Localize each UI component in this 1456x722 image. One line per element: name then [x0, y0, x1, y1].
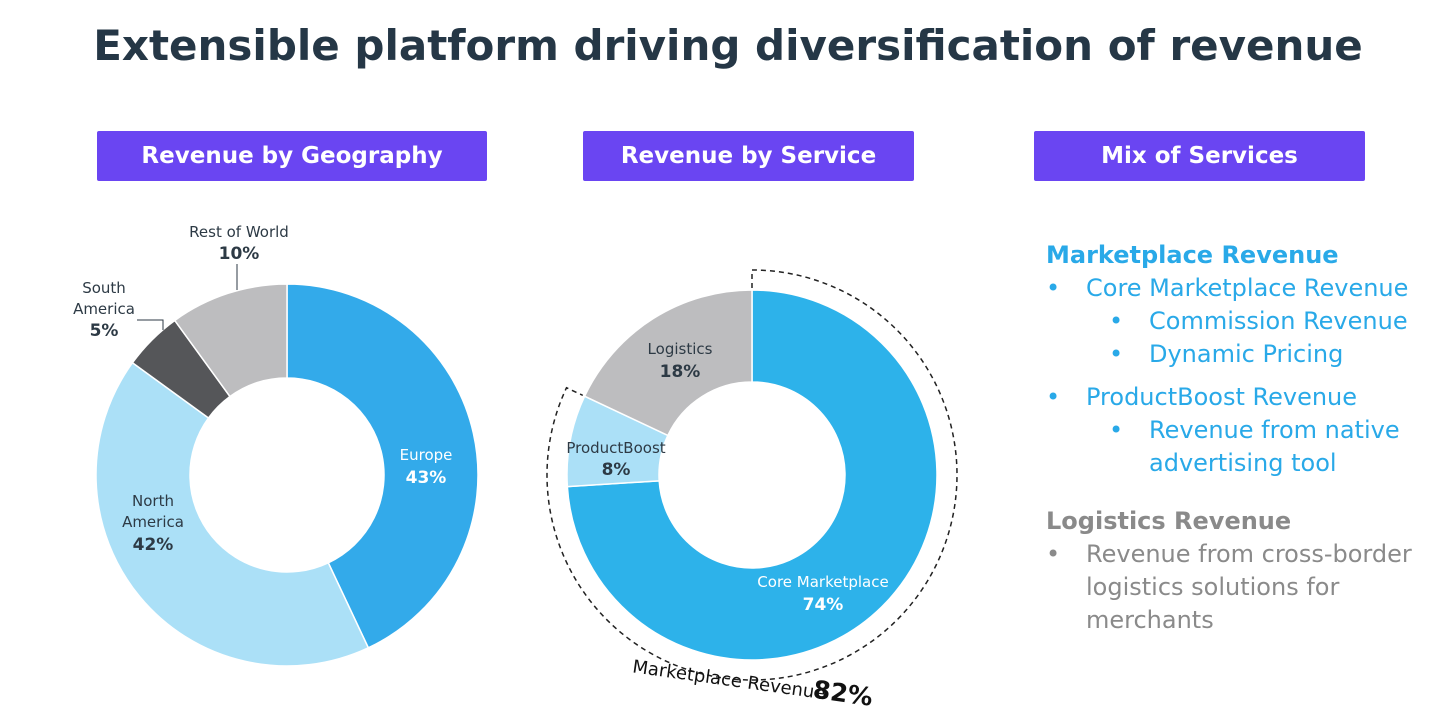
dynamic-pricing-text: Dynamic Pricing	[1149, 340, 1344, 368]
core-marketplace-slice	[566, 289, 938, 661]
native-advertising-text-line1: Revenue from native	[1149, 416, 1400, 444]
native-advertising-text-line2: advertising tool	[1149, 449, 1337, 477]
bullet: •	[1046, 540, 1061, 568]
bullet: •	[1109, 340, 1124, 368]
south-america-leader-line	[137, 319, 164, 330]
core-marketplace-revenue-text: Core Marketplace Revenue	[1086, 274, 1409, 302]
marketplace-revenue-value: 82%	[811, 675, 874, 712]
core-marketplace-revenue-item: • Core Marketplace Revenue	[1046, 272, 1446, 305]
logistics-desc-line2: logistics solutions for	[1086, 573, 1340, 601]
north-america-value: 42%	[133, 535, 174, 555]
logistics-slice	[583, 289, 753, 437]
europe-label: Europe	[400, 446, 453, 464]
rest-of-world-value: 10%	[219, 244, 260, 264]
logistics-label: Logistics	[648, 340, 713, 358]
service-header: Revenue by Service	[583, 131, 914, 181]
logistics-desc-line3: merchants	[1086, 606, 1214, 634]
bullet: •	[1109, 416, 1124, 444]
south-america-label-line1: South	[82, 279, 126, 297]
bullet: •	[1046, 383, 1061, 411]
logistics-desc-line1: Revenue from cross-border	[1086, 540, 1412, 568]
productboost-revenue-item: • ProductBoost Revenue	[1046, 381, 1446, 414]
south-america-value: 5%	[90, 321, 119, 341]
productboost-value: 8%	[602, 460, 631, 480]
core-marketplace-label: Core Marketplace	[757, 573, 888, 591]
productboost-revenue-text: ProductBoost Revenue	[1086, 383, 1358, 411]
geography-header: Revenue by Geography	[97, 131, 487, 181]
core-marketplace-value: 74%	[803, 595, 844, 615]
geography-labels: Rest of World 10% South America 5% Europ…	[73, 223, 452, 555]
mix-header: Mix of Services	[1034, 131, 1365, 181]
south-america-label-line2: America	[73, 300, 135, 318]
commission-revenue-item: • Commission Revenue	[1046, 305, 1446, 338]
europe-slice	[286, 283, 479, 649]
marketplace-revenue-bracket	[546, 269, 958, 681]
commission-revenue-text: Commission Revenue	[1149, 307, 1408, 335]
service-donut-chart	[566, 289, 938, 661]
productboost-label: ProductBoost	[566, 439, 665, 457]
marketplace-revenue-text: Marketplace Revenue	[631, 656, 826, 704]
page-title-text: Extensible platform driving diversificat…	[93, 21, 1363, 70]
north-america-slice	[95, 361, 370, 667]
rest-of-world-slice	[173, 283, 288, 398]
bullet: •	[1109, 307, 1124, 335]
marketplace-revenue-heading: Marketplace Revenue	[1046, 241, 1339, 269]
north-america-label-line1: North	[132, 492, 174, 510]
page-title: Extensible platform driving diversificat…	[0, 20, 1456, 72]
logistics-revenue-heading: Logistics Revenue	[1046, 507, 1292, 535]
north-america-label-line2: America	[122, 513, 184, 531]
geography-donut-chart	[95, 283, 479, 667]
dynamic-pricing-item: • Dynamic Pricing	[1046, 338, 1446, 371]
native-advertising-item: • Revenue from native advertising tool	[1046, 414, 1446, 480]
bullet: •	[1046, 274, 1061, 302]
logistics-revenue-item: • Revenue from cross-border logistics so…	[1046, 538, 1446, 637]
mix-of-services-list: Marketplace Revenue • Core Marketplace R…	[1046, 238, 1446, 637]
rest-of-world-label: Rest of World	[189, 223, 289, 241]
logistics-value: 18%	[660, 362, 701, 382]
europe-value: 43%	[406, 468, 447, 488]
